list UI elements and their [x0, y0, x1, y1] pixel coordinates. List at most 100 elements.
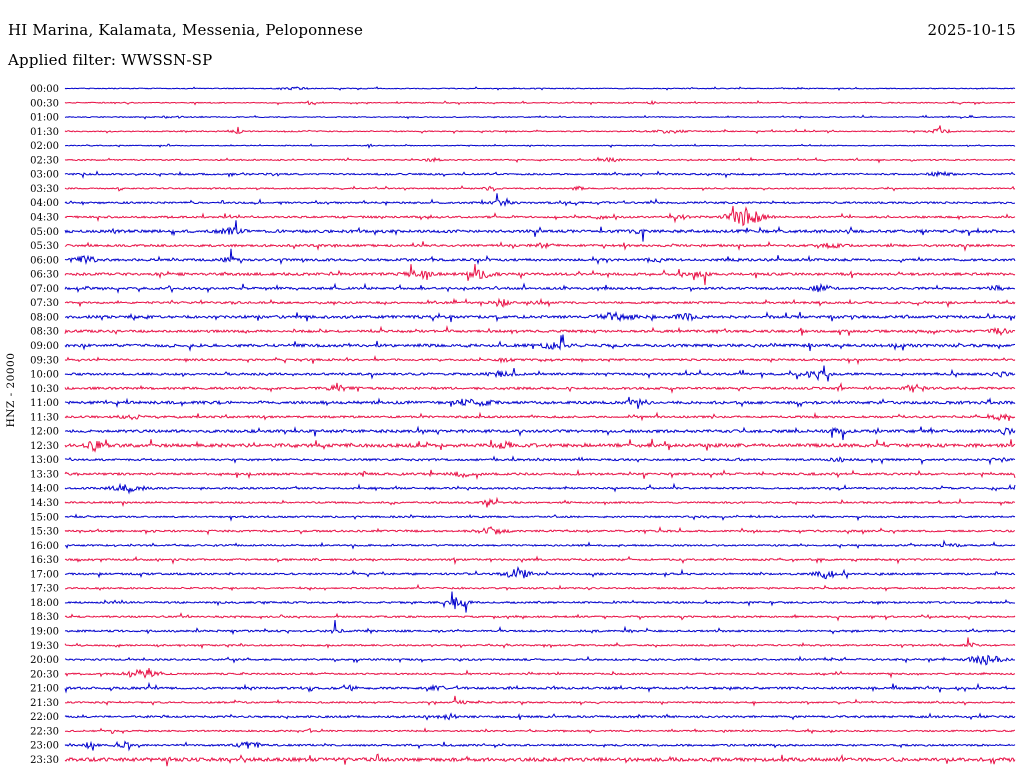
trace-row-1400: [64, 482, 1016, 495]
page-title: HI Marina, Kalamata, Messenia, Peloponne…: [8, 21, 364, 39]
row-time-label: 13:00: [30, 455, 59, 466]
trace-row-1700: [64, 566, 1016, 580]
row-time-label: 15:30: [30, 527, 59, 538]
trace-row-0800: [64, 310, 1016, 323]
trace-row-1200: [64, 425, 1016, 441]
row-time-label: 10:30: [30, 384, 59, 395]
trace-row-1500: [64, 513, 1016, 522]
trace-row-2230: [64, 727, 1016, 735]
row-time-label: 23:30: [30, 755, 59, 766]
row-time-label: 05:00: [30, 227, 59, 238]
trace-row-0530: [64, 240, 1016, 252]
row-time-label: 21:00: [30, 684, 59, 695]
trace-row-0330: [64, 185, 1016, 192]
row-time-label: 04:30: [30, 213, 59, 224]
row-time-label: 05:30: [30, 241, 59, 252]
trace-row-0700: [64, 282, 1015, 294]
row-time-label: 18:30: [30, 612, 59, 623]
trace-row-1000: [64, 365, 1016, 382]
row-time-label: 18:00: [30, 598, 59, 609]
trace-row-1230: [64, 438, 1016, 453]
row-time-label: 09:30: [30, 355, 59, 366]
row-time-label: 02:00: [30, 141, 59, 152]
trace-row-0300: [64, 170, 1016, 179]
row-time-label: 15:00: [30, 512, 59, 523]
row-time-label: 19:00: [30, 627, 59, 638]
trace-row-2100: [64, 681, 1016, 694]
trace-row-1100: [64, 396, 1016, 409]
trace-row-1030: [64, 381, 1016, 394]
trace-row-1930: [64, 637, 1016, 650]
row-time-label: 07:30: [30, 298, 59, 309]
trace-row-0830: [64, 325, 1016, 337]
trace-row-2130: [64, 695, 1016, 707]
row-time-label: 20:00: [30, 655, 59, 666]
trace-row-2330: [64, 753, 1016, 767]
row-time-label: 06:00: [30, 255, 59, 266]
trace-row-0100: [64, 114, 1016, 120]
trace-row-0230: [64, 156, 1016, 164]
trace-row-0200: [64, 143, 1016, 149]
trace-row-1900: [64, 619, 1016, 636]
trace-row-0730: [64, 297, 1016, 309]
trace-row-0400: [64, 193, 1016, 207]
trace-row-0600: [64, 248, 1016, 266]
row-time-label: 16:00: [30, 541, 59, 552]
trace-row-1530: [64, 525, 1016, 536]
row-time-label: 19:30: [30, 641, 59, 652]
row-time-label: 12:00: [30, 427, 59, 438]
filter-label: Applied filter: WWSSN-SP: [8, 51, 213, 69]
trace-row-1600: [64, 539, 1016, 550]
row-time-label: 00:30: [30, 98, 59, 109]
row-time-label: 20:30: [30, 669, 59, 680]
trace-row-0430: [64, 205, 1016, 227]
trace-row-1730: [64, 583, 1016, 592]
trace-row-2200: [64, 712, 1016, 721]
trace-row-0000: [64, 86, 1016, 91]
row-time-label: 12:30: [30, 441, 59, 452]
row-time-label: 17:30: [30, 584, 59, 595]
trace-row-0030: [64, 99, 1016, 106]
row-time-label: 03:00: [30, 170, 59, 181]
row-time-label: 14:00: [30, 484, 59, 495]
trace-row-0930: [64, 355, 1016, 366]
row-time-label: 11:30: [30, 412, 59, 423]
trace-row-0130: [64, 125, 1016, 135]
row-time-label: 11:00: [30, 398, 59, 409]
row-time-label: 16:30: [30, 555, 59, 566]
trace-row-2030: [64, 668, 1016, 679]
row-time-label: 08:30: [30, 327, 59, 338]
row-time-label: 22:30: [30, 726, 59, 737]
trace-row-1130: [64, 411, 1016, 422]
trace-row-1330: [64, 468, 1016, 480]
row-time-label: 02:30: [30, 155, 59, 166]
row-time-label: 04:00: [30, 198, 59, 209]
row-time-label: 10:00: [30, 370, 59, 381]
date-label: 2025-10-15: [927, 21, 1016, 39]
row-time-label: 00:00: [30, 84, 59, 95]
row-time-label: 17:00: [30, 569, 59, 580]
row-time-label: 06:30: [30, 270, 59, 281]
trace-row-1430: [64, 496, 1016, 508]
row-time-label: 09:00: [30, 341, 59, 352]
row-time-label: 23:00: [30, 741, 59, 752]
row-time-label: 08:00: [30, 312, 59, 323]
row-time-label: 21:30: [30, 698, 59, 709]
trace-row-0500: [64, 220, 1016, 242]
row-time-label: 01:00: [30, 113, 59, 124]
row-time-label: 13:30: [30, 470, 59, 481]
trace-row-0900: [64, 334, 1016, 352]
trace-row-1800: [64, 591, 1016, 613]
row-time-label: 22:00: [30, 712, 59, 723]
trace-row-1300: [64, 455, 1016, 466]
row-time-label: 03:30: [30, 184, 59, 195]
trace-row-2300: [64, 740, 1016, 752]
trace-row-1830: [64, 612, 1016, 622]
trace-row-1630: [64, 555, 1016, 566]
row-time-label: 01:30: [30, 127, 59, 138]
row-time-label: 07:00: [30, 284, 59, 295]
row-time-label: 14:30: [30, 498, 59, 509]
trace-row-2000: [64, 654, 1016, 666]
trace-row-0630: [64, 263, 1016, 286]
